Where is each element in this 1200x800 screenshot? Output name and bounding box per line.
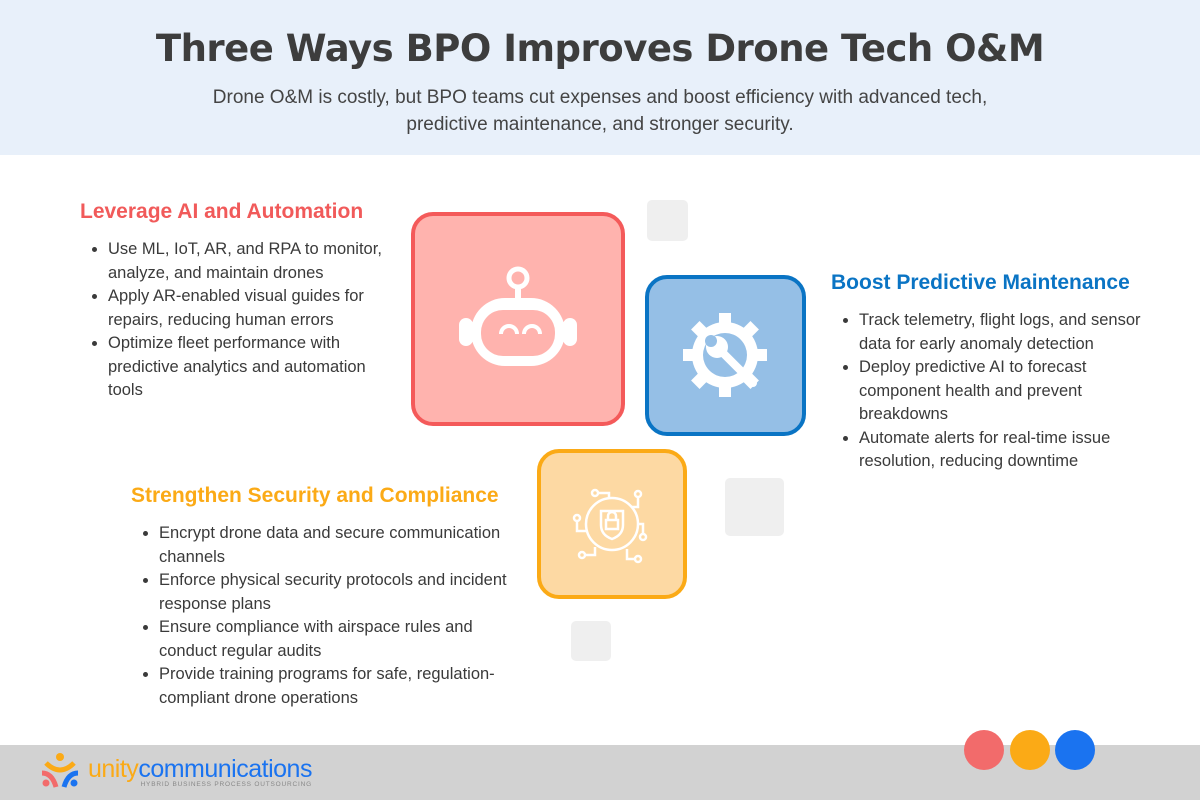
logo-word-unity: unity <box>88 754 139 783</box>
section-predictive-maintenance: Boost Predictive Maintenance Track telem… <box>831 271 1151 474</box>
page-subtitle: Drone O&M is costly, but BPO teams cut e… <box>0 84 1200 138</box>
list-item: Provide training programs for safe, regu… <box>159 663 511 710</box>
company-logo: unitycommunications HYBRID BUSINESS PROC… <box>38 751 312 793</box>
section-title: Leverage AI and Automation <box>80 200 364 223</box>
list-item: Apply AR-enabled visual guides for repai… <box>108 285 390 332</box>
bullet-list: Use ML, IoT, AR, and RPA to monitor, ana… <box>108 238 390 403</box>
decor-dot-blue <box>1055 730 1095 770</box>
decor-square <box>571 621 611 661</box>
subtitle-line: predictive maintenance, and stronger sec… <box>406 114 794 135</box>
section-ai-automation: Leverage AI and Automation Use ML, IoT, … <box>80 200 390 403</box>
page-title: Three Ways BPO Improves Drone Tech O&M <box>155 27 1045 70</box>
list-item: Ensure compliance with airspace rules an… <box>159 616 511 663</box>
list-item: Encrypt drone data and secure communicat… <box>159 522 511 569</box>
list-item: Track telemetry, flight logs, and sensor… <box>859 309 1151 356</box>
maintenance-icon-card <box>645 275 806 436</box>
header: Three Ways BPO Improves Drone Tech O&M D… <box>0 0 1200 155</box>
section-title: Strengthen Security and Compliance <box>131 484 499 507</box>
logo-people-icon <box>41 753 79 788</box>
section-security-compliance: Strengthen Security and Compliance Encry… <box>131 484 511 710</box>
list-item: Use ML, IoT, AR, and RPA to monitor, ana… <box>108 238 390 285</box>
logo-word-communications: communications <box>138 754 312 783</box>
list-item: Optimize fleet performance with predicti… <box>108 332 390 403</box>
decor-square <box>725 478 784 536</box>
decor-dot-orange <box>1010 730 1050 770</box>
security-icon-card <box>537 449 687 599</box>
bullet-list: Track telemetry, flight logs, and sensor… <box>859 309 1151 474</box>
list-item: Automate alerts for real-time issue reso… <box>859 427 1151 474</box>
decor-square <box>647 200 688 241</box>
ai-icon-card <box>411 212 625 426</box>
bullet-list: Encrypt drone data and secure communicat… <box>159 522 511 710</box>
list-item: Enforce physical security protocols and … <box>159 569 511 616</box>
security-lock-circuit-icon <box>572 488 648 564</box>
logo-tagline: HYBRID BUSINESS PROCESS OUTSOURCING <box>140 780 312 788</box>
decor-dot-red <box>964 730 1004 770</box>
list-item: Deploy predictive AI to forecast compone… <box>859 356 1151 427</box>
section-title: Boost Predictive Maintenance <box>831 271 1130 294</box>
subtitle-line: Drone O&M is costly, but BPO teams cut e… <box>212 87 988 108</box>
robot-icon <box>459 266 577 366</box>
gear-wrench-icon <box>683 313 767 397</box>
